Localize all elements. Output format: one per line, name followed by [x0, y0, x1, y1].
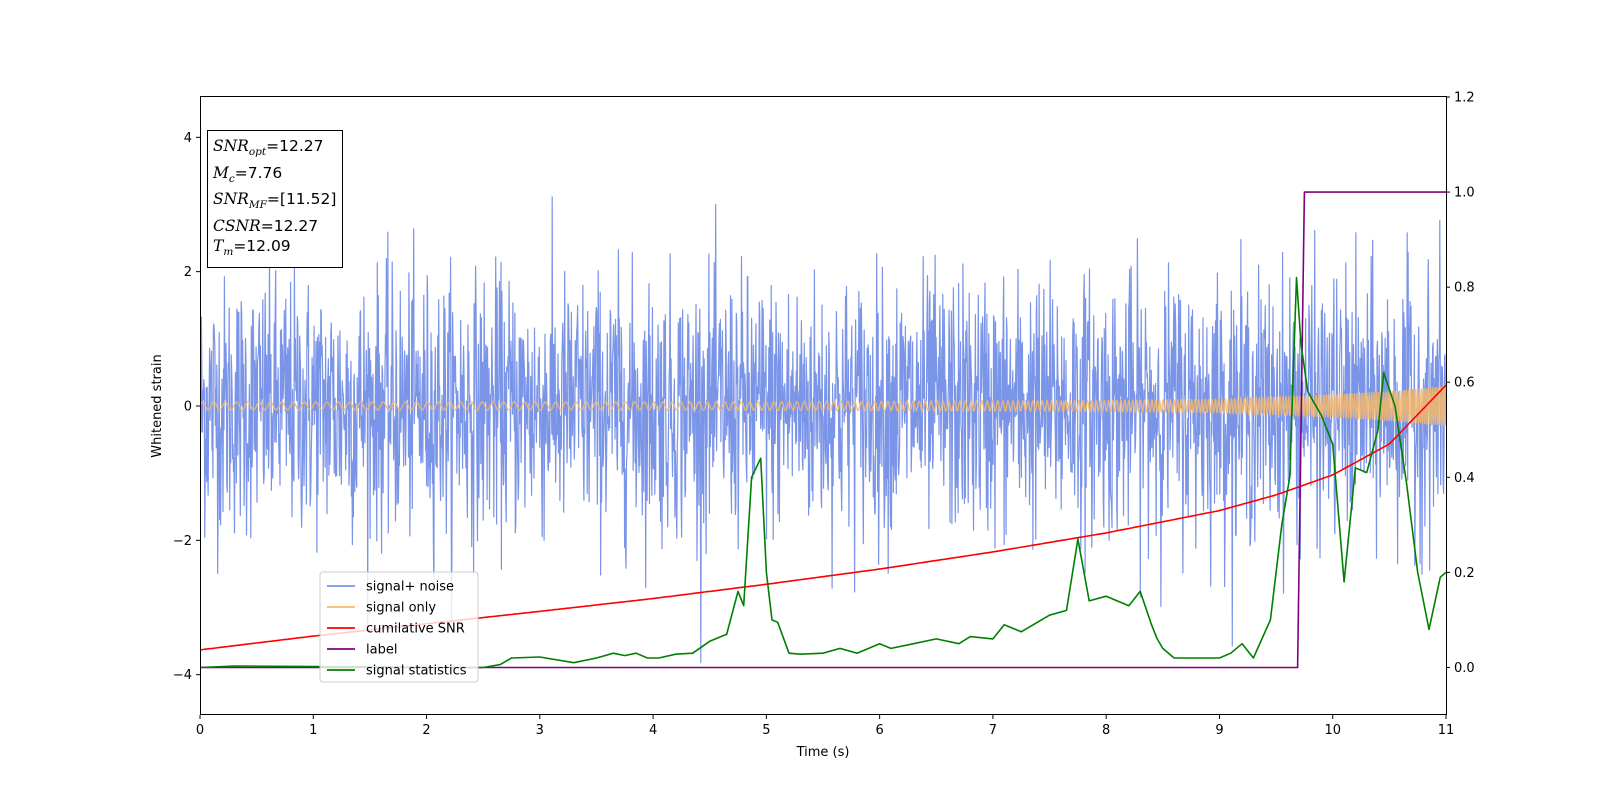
x-tick-label: 11 — [1438, 723, 1455, 738]
y-axis-title: Whitened strain — [150, 354, 165, 457]
x-tick-label: 10 — [1324, 723, 1341, 738]
x-tick-label: 5 — [762, 723, 770, 738]
label-line — [200, 191, 1446, 669]
y-tick-label: 0 — [184, 400, 192, 415]
tm-sub: m — [223, 246, 234, 259]
x-tick-label: 3 — [536, 723, 544, 738]
y-tick-label: −2 — [173, 534, 192, 549]
x-tick-label: 6 — [875, 723, 883, 738]
y2-tick-label: 1.2 — [1454, 91, 1475, 106]
x-tick-label: 1 — [309, 723, 317, 738]
signal-statistics-line — [200, 276, 1446, 669]
legend-box — [319, 571, 479, 683]
snr-opt-sub: opt — [248, 146, 267, 159]
snr-opt-value: =12.27 — [266, 137, 324, 155]
y2-tick-label: 1.0 — [1454, 186, 1475, 201]
y2-tick-label: 0.2 — [1454, 566, 1475, 581]
y-tick-label: 2 — [184, 265, 192, 280]
mc-value: =7.76 — [234, 163, 283, 182]
snr-mf-value: =[11.52] — [266, 190, 337, 209]
tm-line: Tm=12.09 — [213, 236, 336, 263]
x-tick-label: 8 — [1102, 723, 1110, 738]
signal-only-series — [200, 384, 1446, 427]
y-tick-label: −4 — [173, 668, 192, 683]
metrics-box: SNRopt=12.27 Mc=7.76 SNRMF=[11.52] CSNR=… — [207, 130, 344, 268]
x-axis-title: Time (s) — [796, 745, 850, 760]
x-tick-label: 7 — [989, 723, 997, 738]
x-tick-label: 4 — [649, 723, 657, 738]
legend-label: label — [366, 643, 397, 658]
legend-label: cumilative SNR — [366, 622, 465, 637]
x-tick-label: 2 — [422, 723, 430, 738]
tm-label: T — [213, 237, 224, 256]
y2-tick-label: 0.4 — [1454, 471, 1475, 486]
csnr-value: =12.27 — [260, 216, 319, 235]
x-axis: 0 1 2 3 4 5 6 7 8 9 10 11 — [196, 715, 1454, 738]
mc-label: M — [213, 163, 229, 182]
snr-opt-line: SNRopt=12.27 — [213, 136, 336, 163]
y2-tick-label: 0.6 — [1454, 376, 1475, 391]
x-tick-label: 9 — [1215, 723, 1223, 738]
signal-noise-series — [200, 196, 1446, 664]
mc-sub: c — [228, 172, 235, 185]
y-axis-right: 0.0 0.2 0.4 0.6 0.8 1.0 1.2 — [1446, 91, 1475, 676]
legend-label: signal+ noise — [366, 580, 454, 595]
snr-mf-line: SNRMF=[11.52] — [213, 189, 336, 216]
legend: signal+ noise signal only cumilative SNR la… — [319, 571, 479, 683]
signal-noise-line — [200, 196, 1446, 664]
snr-mf-label: SNR — [213, 190, 249, 209]
snr-opt-label: SNR — [213, 137, 249, 155]
csnr-label: CSNR — [213, 216, 261, 235]
y2-tick-label: 0.8 — [1454, 281, 1475, 296]
csnr-line: CSNR=12.27 — [213, 216, 336, 237]
tm-value: =12.09 — [233, 237, 291, 256]
plot-frame — [200, 96, 1447, 715]
x-tick-label: 0 — [196, 723, 204, 738]
y-tick-label: 4 — [184, 131, 192, 146]
snr-mf-sub: MF — [248, 199, 267, 212]
y-axis-left: −4 −2 0 2 4 — [173, 131, 200, 683]
y2-tick-label: 0.0 — [1454, 661, 1475, 676]
legend-label: signal statistics — [366, 664, 467, 679]
mc-line: Mc=7.76 — [213, 163, 336, 190]
legend-label: signal only — [366, 601, 436, 616]
signal-only-line — [200, 384, 1446, 427]
